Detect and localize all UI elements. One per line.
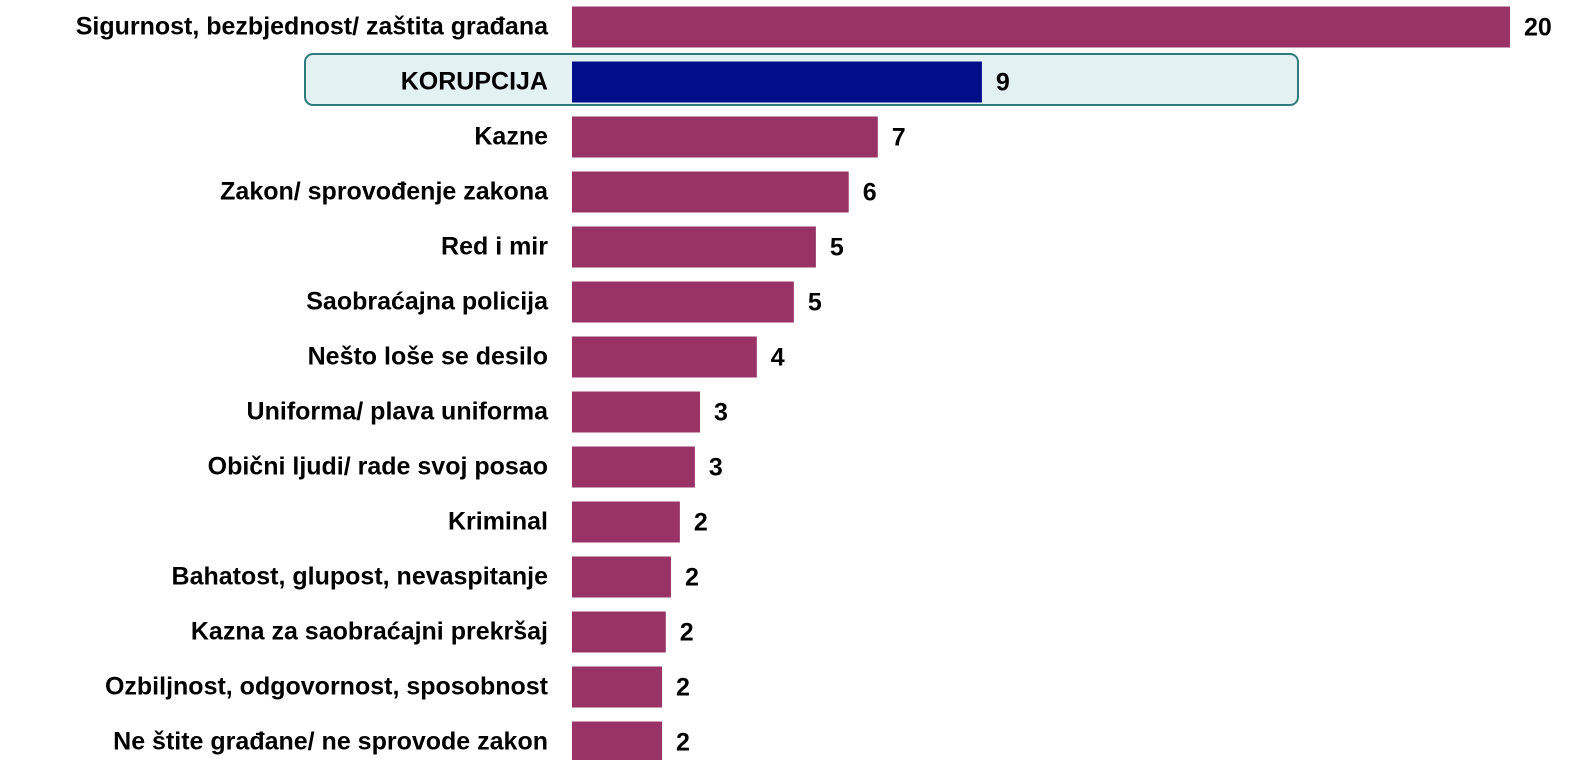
category-label: Kriminal bbox=[448, 508, 548, 536]
value-label: 2 bbox=[676, 729, 690, 757]
bar bbox=[572, 336, 757, 378]
value-label: 2 bbox=[680, 619, 694, 647]
bar bbox=[572, 556, 671, 598]
category-label: Sigurnost, bezbjednost/ zaštita građana bbox=[76, 13, 549, 41]
bar bbox=[572, 721, 663, 760]
value-label: 3 bbox=[709, 454, 723, 482]
category-label: Nešto loše se desilo bbox=[308, 343, 548, 371]
category-label: Obični ljudi/ rade svoj posao bbox=[208, 453, 548, 481]
category-label: KORUPCIJA bbox=[401, 68, 548, 96]
value-label: 4 bbox=[771, 344, 785, 372]
bar bbox=[572, 611, 666, 653]
value-label: 7 bbox=[892, 124, 906, 152]
category-label: Ozbiljnost, odgovornost, sposobnost bbox=[105, 673, 549, 701]
value-label: 5 bbox=[808, 289, 822, 317]
bar bbox=[572, 501, 680, 543]
category-label: Kazna za saobraćajni prekršaj bbox=[191, 618, 548, 646]
value-label: 2 bbox=[676, 674, 690, 702]
value-label: 20 bbox=[1524, 14, 1552, 42]
bar bbox=[572, 391, 701, 433]
bar bbox=[572, 116, 878, 158]
bar bbox=[572, 666, 663, 708]
value-label: 2 bbox=[694, 509, 708, 537]
value-label: 3 bbox=[714, 399, 728, 427]
bar bbox=[572, 61, 982, 103]
bar bbox=[572, 6, 1510, 48]
bar bbox=[572, 446, 695, 488]
category-label: Ne štite građane/ ne sprovode zakon bbox=[113, 728, 548, 756]
bar bbox=[572, 171, 849, 213]
category-label: Zakon/ sprovođenje zakona bbox=[220, 178, 549, 206]
category-label: Saobraćajna policija bbox=[306, 288, 549, 316]
bar bbox=[572, 281, 794, 323]
category-label: Bahatost, glupost, nevaspitanje bbox=[172, 563, 549, 591]
category-label: Red i mir bbox=[441, 233, 548, 261]
value-label: 9 bbox=[996, 69, 1010, 97]
value-label: 6 bbox=[863, 179, 877, 207]
category-label: Kazne bbox=[474, 123, 548, 151]
bar bbox=[572, 226, 816, 268]
value-label: 5 bbox=[830, 234, 844, 262]
category-label: Uniforma/ plava uniforma bbox=[247, 398, 550, 426]
value-label: 2 bbox=[685, 564, 699, 592]
